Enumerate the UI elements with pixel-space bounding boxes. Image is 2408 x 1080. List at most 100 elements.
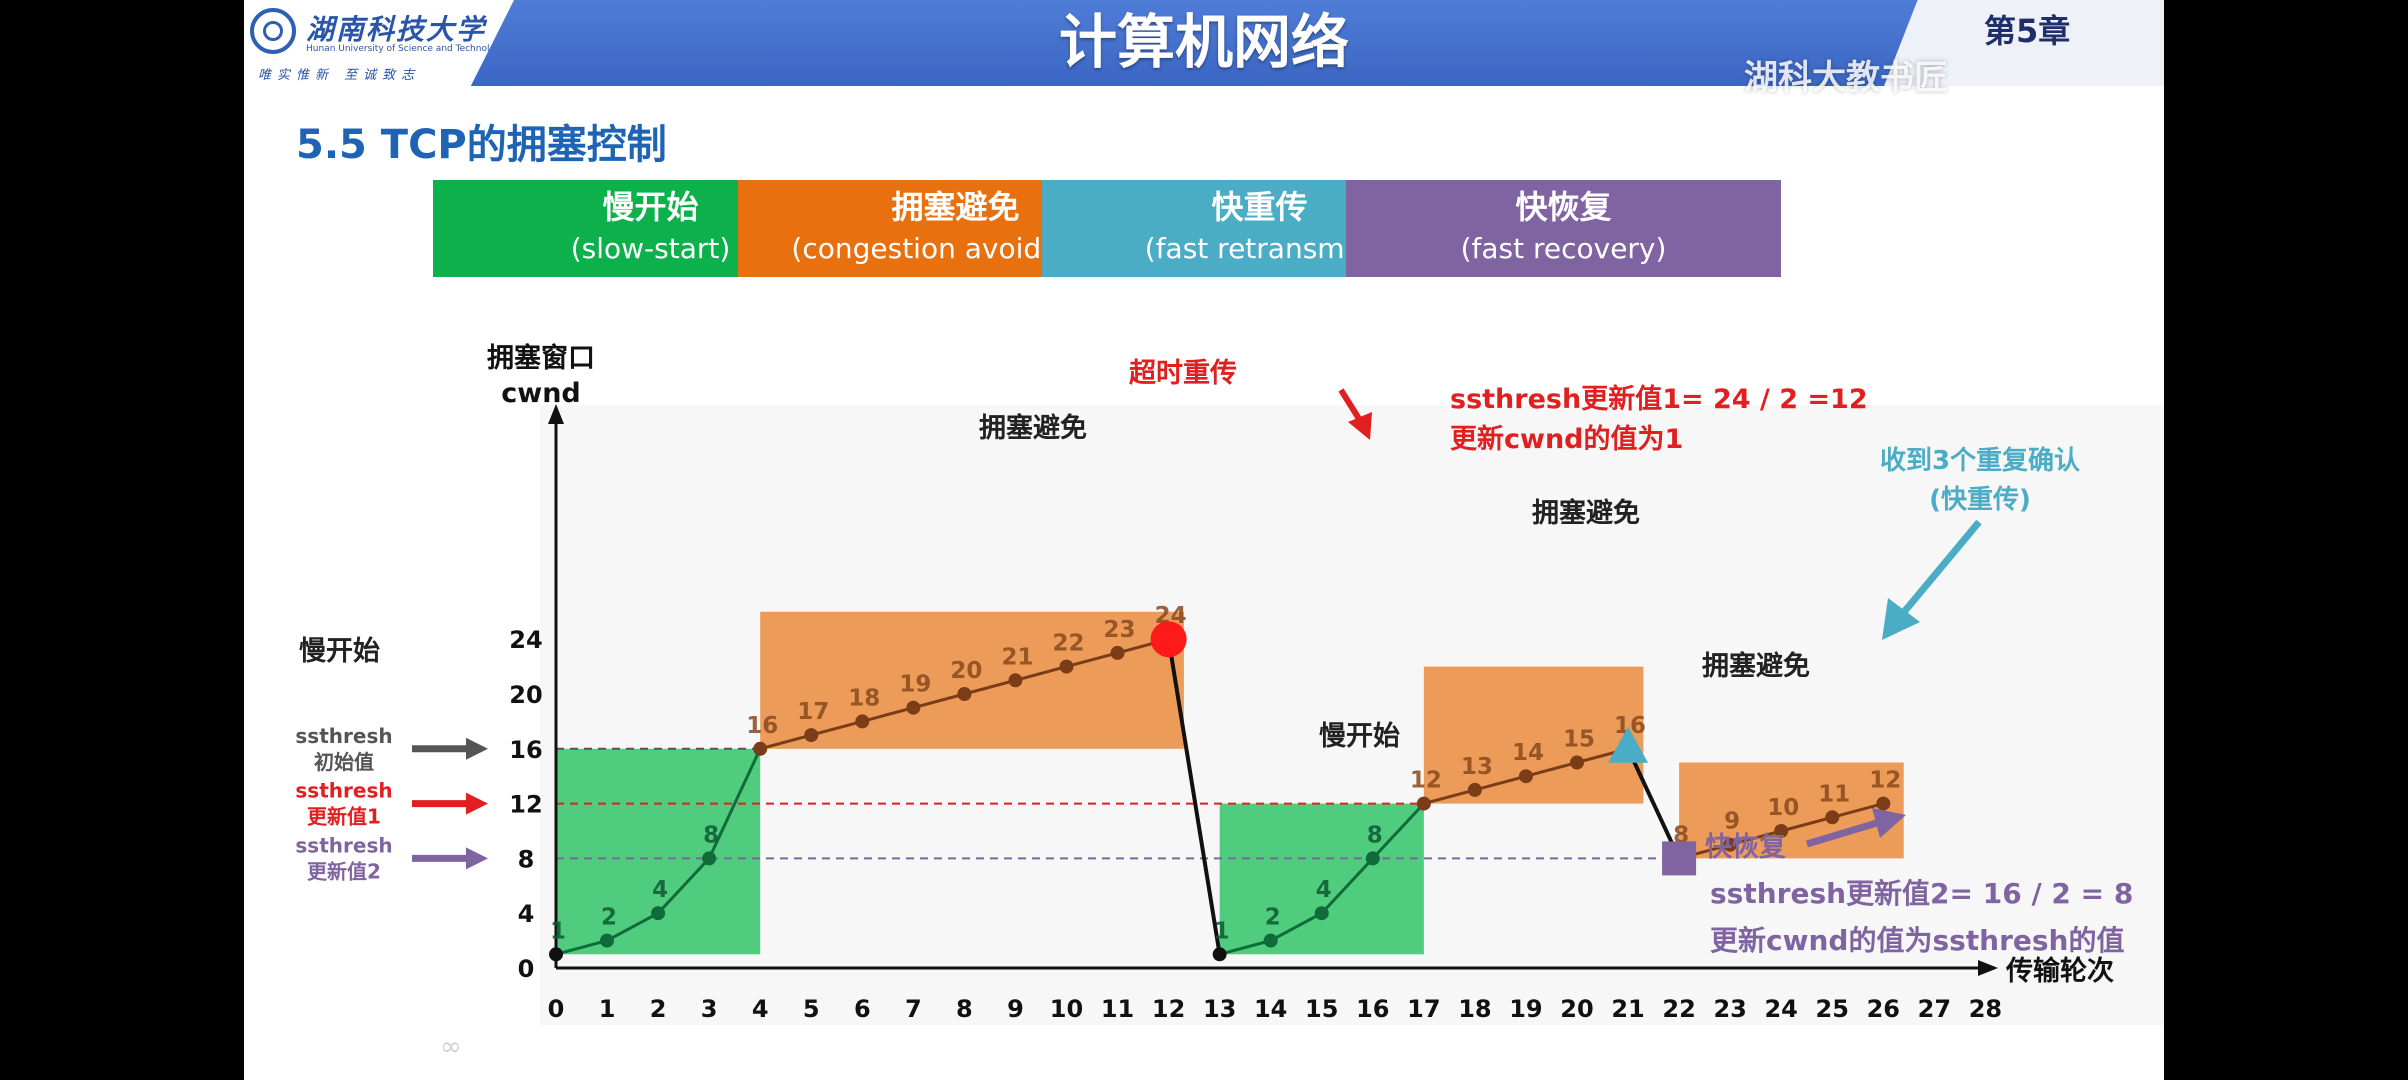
series-segment: [1729, 829, 1782, 847]
header-bar: [244, 0, 2164, 86]
data-point: [549, 947, 563, 962]
series-segment: [810, 719, 863, 737]
data-point: [1518, 769, 1533, 784]
data-label: 1: [1214, 918, 1230, 944]
recovery-marker: [1662, 841, 1697, 876]
data-label: 4: [652, 877, 668, 903]
series-segment: [1015, 665, 1067, 682]
dupack-arrow: [1901, 519, 1982, 615]
slide: 湖南科技大学 Hunan University of Science and T…: [244, 0, 2164, 1080]
x-tick-label: 27: [1918, 995, 1951, 1023]
data-point: [702, 851, 717, 866]
series-segment: [1423, 788, 1476, 806]
x-tick-label: 17: [1407, 995, 1440, 1023]
phase-name-en: (slow-start): [570, 232, 731, 265]
data-point: [1774, 824, 1789, 838]
timeout-label: 超时重传: [1129, 358, 1237, 389]
threshold-arrow-head: [466, 737, 488, 760]
recovery-label: 快恢复: [1705, 832, 1787, 863]
section-title: 5.5 TCP的拥塞控制: [296, 122, 667, 168]
region-4: [1679, 762, 1904, 859]
data-point: [906, 700, 921, 715]
phase-name: 快重传: [1211, 188, 1308, 226]
update1-text: 更新cwnd的值为1: [1450, 423, 1683, 455]
update1-text: ssthresh更新值1= 24 / 2 =12: [1450, 383, 1868, 415]
threshold-label: ssthresh: [295, 833, 392, 857]
recovery-arrow: [1805, 818, 1882, 848]
timeout-marker: [1150, 621, 1187, 658]
x-tick-label: 11: [1101, 995, 1134, 1023]
series-segment: [912, 692, 965, 710]
data-label: 12: [1869, 768, 1901, 794]
x-tick-label: 20: [1560, 995, 1593, 1023]
series-segment: [1525, 761, 1578, 778]
data-point: [1723, 837, 1738, 852]
x-tick-label: 23: [1713, 995, 1746, 1023]
recovery-arrow-head: [1872, 808, 1906, 838]
timeout-arrow: [1338, 388, 1364, 424]
data-label: 10: [1767, 795, 1799, 821]
data-label: 11: [1818, 781, 1850, 807]
data-label: 19: [899, 672, 931, 698]
region-label: 拥塞避免: [1532, 497, 1640, 529]
recovery-text: 更新cwnd的值为ssthresh的值: [1710, 924, 2125, 957]
x-axis-label: 传输轮次: [2005, 955, 2114, 987]
series-segment: [1320, 857, 1374, 915]
region-label: 慢开始: [299, 635, 380, 667]
phase-box-fast-recovery: 快恢复 (fast recovery): [1346, 180, 1781, 277]
data-point: [1416, 796, 1431, 811]
chapter-label: 第5章: [1984, 12, 2071, 50]
series-segment: [1269, 911, 1323, 942]
x-tick-label: 14: [1254, 995, 1287, 1023]
dupack-arrow-head: [1882, 598, 1920, 640]
threshold-label: ssthresh: [295, 724, 392, 748]
university-logo: 湖南科技大学 Hunan University of Science and T…: [244, 0, 514, 86]
x-tick-label: 1: [599, 995, 616, 1023]
dupack-text: (快重传): [1929, 485, 2031, 515]
series-segment: [1831, 802, 1884, 819]
data-label: 9: [1724, 809, 1740, 835]
x-tick-label: 3: [701, 995, 718, 1023]
data-label: 14: [1512, 740, 1544, 766]
data-label: 21: [1001, 644, 1033, 670]
y-tick-label: 0: [518, 955, 535, 983]
x-tick-label: 2: [650, 995, 667, 1023]
y-tick-label: 8: [518, 845, 535, 873]
threshold-label: 更新值1: [307, 805, 381, 829]
congestion-window-chart: 慢开始拥塞避免慢开始拥塞避免拥塞避免ssthresh初始值ssthresh更新值…: [295, 342, 2164, 1025]
x-tick-label: 10: [1050, 995, 1083, 1023]
data-label: 22: [1052, 631, 1084, 657]
data-label: 2: [1265, 905, 1281, 931]
phase-name: 快恢复: [1515, 188, 1612, 226]
region-0: [556, 748, 761, 955]
data-label: 2: [601, 905, 617, 931]
series-segment: [1371, 802, 1425, 860]
region-3: [1423, 666, 1644, 804]
data-point: [1467, 782, 1482, 797]
threshold-label: 初始值: [314, 750, 374, 774]
dupack-marker: [1608, 726, 1649, 763]
x-tick-label: 16: [1356, 995, 1389, 1023]
logo-name-cn: 湖南科技大学: [306, 13, 487, 46]
x-tick-label: 18: [1458, 995, 1491, 1023]
phase-name-en: (fast retransmit): [1144, 232, 1375, 265]
data-point: [804, 728, 819, 743]
series-segment: [861, 706, 914, 723]
data-point: [957, 687, 972, 701]
timeout-arrow-head: [1348, 412, 1372, 440]
y-tick-label: 24: [509, 626, 542, 654]
series-segment: [555, 939, 608, 956]
data-label: 12: [1410, 768, 1442, 794]
x-tick-label: 15: [1305, 995, 1338, 1023]
x-axis-arrow: [1978, 960, 1998, 976]
data-label: 1: [550, 918, 566, 944]
course-title: 计算机网络: [1058, 8, 1349, 76]
data-point: [1314, 906, 1329, 921]
y-tick-label: 20: [509, 681, 542, 709]
x-tick-label: 6: [854, 995, 871, 1023]
series-segment: [964, 678, 1016, 696]
series-segment: [759, 733, 812, 751]
x-tick-label: 22: [1662, 995, 1695, 1023]
series-segment: [606, 911, 659, 942]
data-point: [651, 906, 666, 921]
